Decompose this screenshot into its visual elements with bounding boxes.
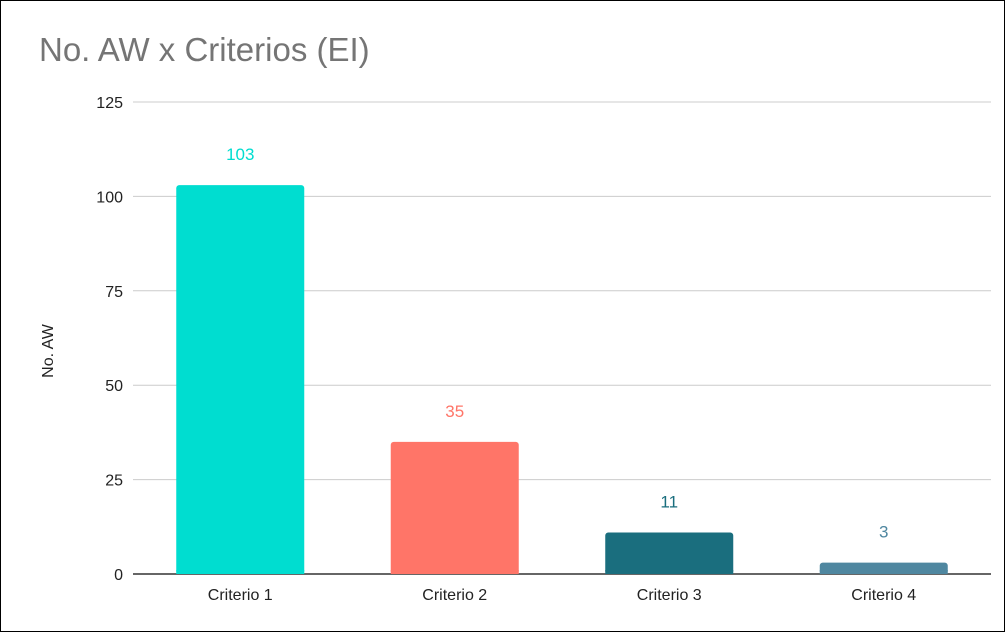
- data-label: 11: [660, 492, 678, 511]
- bar-4-base: [819, 570, 948, 574]
- y-tick-label: 100: [96, 189, 123, 206]
- chart-title: No. AW x Criterios (EI): [39, 31, 370, 68]
- y-tick-label: 75: [105, 284, 123, 301]
- bar-3: [605, 532, 734, 574]
- bar-2: [390, 441, 519, 574]
- bar-2-base: [390, 570, 519, 574]
- data-label: 3: [879, 523, 888, 542]
- x-tick-label: Criterio 4: [851, 587, 916, 604]
- y-tick-label: 125: [96, 95, 123, 112]
- bar-1: [176, 185, 305, 574]
- x-tick-label: Criterio 1: [208, 587, 273, 604]
- bar-3-base: [605, 570, 734, 574]
- y-axis-label: No. AW: [40, 323, 57, 378]
- y-tick-label: 0: [114, 567, 123, 584]
- bar-1-base: [176, 570, 305, 574]
- x-tick-label: Criterio 3: [637, 587, 702, 604]
- y-tick-label: 25: [105, 473, 123, 490]
- data-label: 35: [445, 402, 464, 421]
- data-label: 103: [226, 145, 254, 164]
- y-tick-label: 50: [105, 378, 123, 395]
- x-tick-label: Criterio 2: [422, 587, 487, 604]
